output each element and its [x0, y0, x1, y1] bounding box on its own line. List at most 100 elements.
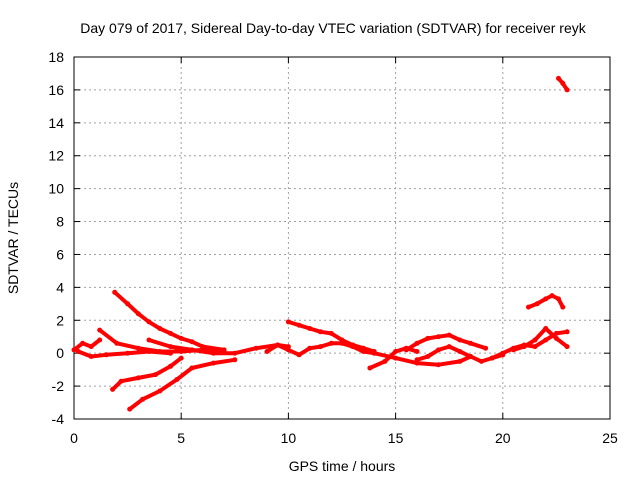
data-point	[140, 396, 146, 402]
data-point	[564, 329, 570, 335]
data-point	[328, 340, 334, 346]
data-point	[307, 345, 313, 351]
data-point	[350, 342, 356, 348]
series-arc-4	[112, 289, 227, 353]
data-point	[446, 344, 452, 350]
data-point	[157, 326, 163, 331]
data-point	[478, 358, 484, 364]
data-point	[232, 357, 238, 363]
data-point	[534, 301, 540, 307]
x-tick-label: 5	[177, 430, 185, 446]
data-point	[436, 362, 441, 368]
data-point	[414, 349, 420, 354]
data-point	[328, 330, 334, 336]
data-point	[457, 337, 463, 343]
data-point	[371, 350, 377, 356]
data-point	[127, 406, 133, 412]
data-point	[178, 335, 184, 341]
y-tick-label: 10	[48, 181, 64, 197]
y-tick-label: -4	[52, 411, 65, 427]
data-point	[114, 340, 120, 346]
data-point	[483, 345, 489, 351]
series-line	[112, 290, 227, 352]
data-point	[414, 340, 420, 346]
data-point	[103, 352, 109, 358]
data-point	[112, 289, 118, 295]
y-axis-label: SDTVAR / TECUs	[5, 182, 21, 294]
data-point	[200, 344, 206, 350]
x-tick-label: 20	[495, 430, 511, 446]
x-axis-label: GPS time / hours	[289, 458, 396, 474]
data-point	[296, 322, 302, 328]
y-tick-label: 4	[56, 279, 64, 295]
series-arc-17	[556, 75, 570, 93]
data-point	[275, 342, 281, 348]
series-line	[72, 338, 102, 352]
data-point	[264, 349, 270, 354]
series-arc-5	[110, 355, 184, 392]
data-point	[532, 337, 538, 343]
data-point	[146, 337, 152, 343]
y-tick-label: 0	[56, 345, 64, 361]
data-point	[367, 365, 373, 371]
plot-frame	[73, 56, 611, 420]
data-point	[339, 340, 345, 346]
data-point	[560, 80, 566, 86]
data-point	[88, 354, 94, 359]
data-point	[135, 345, 141, 351]
data-point	[436, 334, 441, 340]
data-point	[210, 360, 216, 366]
data-point	[393, 349, 399, 354]
data-point	[318, 344, 324, 350]
data-point	[168, 330, 173, 336]
data-point	[125, 301, 131, 307]
data-point	[414, 357, 420, 363]
data-point	[549, 293, 555, 299]
data-point	[543, 296, 549, 302]
x-tick-label: 25	[602, 430, 618, 446]
axis-ticks: 0 5 10 15 20 25 -4 -2 0 2 4 6 8 10 12 14 16 18	[48, 49, 618, 446]
data-point	[436, 347, 441, 353]
x-tick-label: 10	[281, 430, 297, 446]
data-point	[135, 375, 141, 381]
data-point	[318, 329, 324, 335]
data-point	[80, 340, 86, 346]
x-tick-label: 15	[388, 430, 404, 446]
data-point	[168, 344, 173, 350]
data-point	[157, 388, 163, 394]
data-series	[71, 75, 570, 412]
data-point	[560, 304, 566, 310]
data-point	[174, 377, 180, 382]
data-point	[97, 337, 103, 343]
data-point	[71, 347, 77, 353]
data-point	[393, 355, 399, 361]
series-arc-15	[511, 326, 570, 353]
data-point	[468, 354, 474, 359]
data-point	[500, 350, 506, 356]
data-point	[564, 344, 570, 350]
data-point	[88, 344, 94, 350]
data-point	[425, 354, 431, 359]
data-point	[425, 335, 431, 341]
data-point	[457, 349, 463, 354]
y-tick-label: -2	[52, 378, 65, 394]
y-tick-label: 8	[56, 214, 64, 230]
data-point	[146, 319, 152, 325]
data-point	[296, 352, 302, 358]
y-tick-label: 6	[56, 246, 64, 262]
y-tick-label: 14	[48, 115, 64, 131]
data-point	[521, 344, 527, 350]
data-point	[75, 349, 81, 354]
data-point	[110, 386, 116, 392]
data-point	[457, 358, 463, 364]
data-point	[178, 355, 184, 361]
data-point	[382, 358, 388, 364]
data-point	[446, 332, 452, 338]
series-arc-16	[526, 293, 566, 310]
data-point	[189, 339, 195, 345]
data-point	[135, 311, 141, 317]
data-point	[285, 347, 291, 353]
data-point	[511, 347, 516, 353]
data-point	[118, 378, 124, 384]
